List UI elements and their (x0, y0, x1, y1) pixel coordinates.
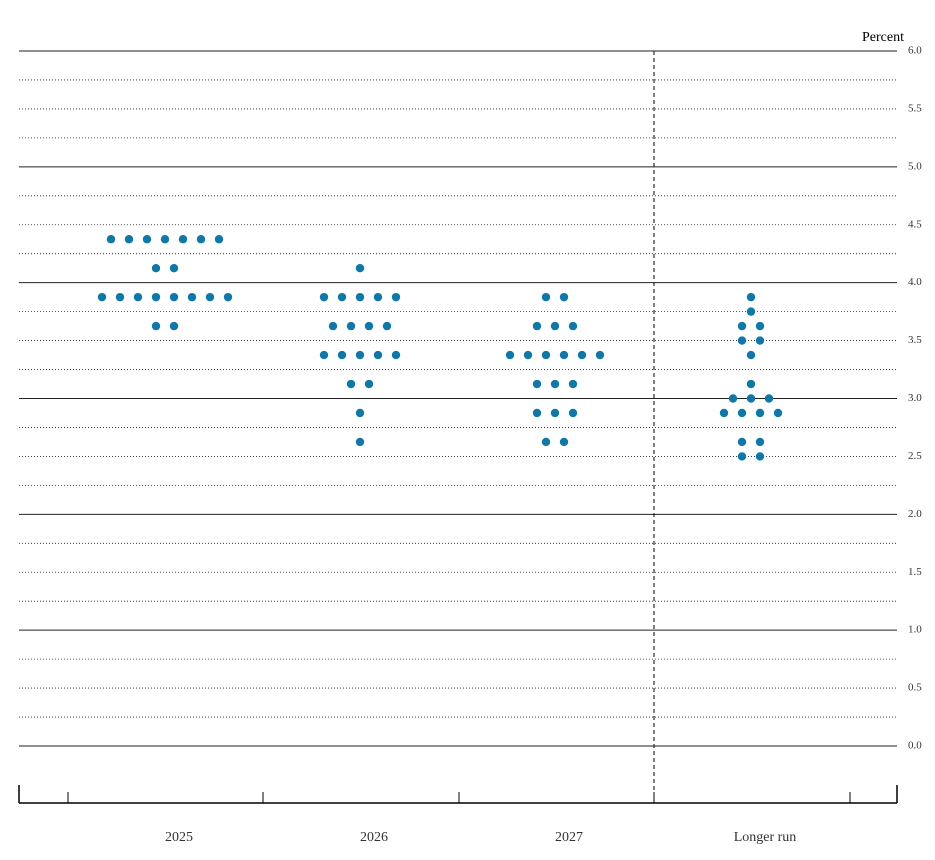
y-tick-label: 1.0 (908, 624, 922, 636)
dot (737, 437, 747, 447)
dot (346, 379, 356, 389)
dot (559, 350, 569, 360)
dot (755, 452, 765, 461)
dot (328, 321, 338, 331)
dot (169, 292, 179, 302)
dot (151, 263, 161, 273)
y-axis-label: Percent (862, 30, 904, 45)
y-tick-label: 0.5 (908, 682, 922, 694)
dot (355, 350, 365, 360)
dot (169, 263, 179, 273)
y-tick-label: 2.5 (908, 450, 922, 462)
dot (205, 292, 215, 302)
dot (595, 350, 605, 360)
dot (97, 292, 107, 302)
dot (568, 408, 578, 418)
dot (355, 408, 365, 418)
y-tick-label: 5.0 (908, 160, 922, 172)
dot (355, 292, 365, 302)
dot (142, 235, 152, 244)
dot (364, 321, 374, 331)
dot (391, 292, 401, 302)
y-tick-label: 4.5 (908, 218, 922, 230)
dot (541, 292, 551, 302)
dot (550, 379, 560, 389)
dot (764, 394, 774, 403)
dot (737, 452, 747, 461)
dot (319, 350, 329, 360)
dot (532, 321, 542, 331)
dot (178, 235, 188, 244)
dot (746, 350, 756, 360)
dot (550, 408, 560, 418)
y-tick-label: 6.0 (908, 45, 922, 57)
dot (559, 437, 569, 447)
dot (755, 336, 765, 345)
dot (355, 437, 365, 447)
dot (382, 321, 392, 331)
dot (373, 292, 383, 302)
dot (505, 350, 515, 360)
dot (391, 350, 401, 360)
dot (523, 350, 533, 360)
dot (337, 292, 347, 302)
y-tick-label: 3.5 (908, 334, 922, 346)
dot (532, 379, 542, 389)
dot (755, 408, 765, 418)
dot (577, 350, 587, 360)
dot (737, 321, 747, 331)
x-tick-label: 2027 (555, 830, 583, 845)
y-tick-label: 5.5 (908, 102, 922, 114)
x-tick-label: Longer run (734, 830, 797, 845)
dot (550, 321, 560, 331)
dot (541, 437, 551, 447)
dot (346, 321, 356, 331)
dot (151, 292, 161, 302)
dot (355, 263, 365, 273)
dot (196, 235, 206, 244)
dot (568, 321, 578, 331)
dot (151, 321, 161, 331)
dot (223, 292, 233, 302)
dot (737, 408, 747, 418)
dot (214, 235, 224, 244)
y-tick-label: 1.5 (908, 566, 922, 578)
dot (106, 235, 116, 244)
dot (133, 292, 143, 302)
dot (169, 321, 179, 331)
dot (746, 307, 756, 316)
dot (319, 292, 329, 302)
dot (337, 350, 347, 360)
x-tick-label: 2025 (165, 830, 193, 845)
dot (364, 379, 374, 389)
dot (115, 292, 125, 302)
y-tick-label: 3.0 (908, 392, 922, 404)
dot (719, 408, 729, 418)
dot (568, 379, 578, 389)
dot (373, 350, 383, 360)
dot (773, 408, 783, 418)
y-tick-label: 4.0 (908, 276, 922, 288)
y-tick-label: 0.0 (908, 740, 922, 752)
y-tick-label: 2.0 (908, 508, 922, 520)
dot (187, 292, 197, 302)
x-tick-label: 2026 (360, 830, 388, 845)
dot (755, 437, 765, 447)
dot (746, 379, 756, 389)
dot (755, 321, 765, 331)
dot (728, 394, 738, 403)
dot (160, 235, 170, 244)
dot (746, 292, 756, 302)
dot (746, 394, 756, 403)
dot (532, 408, 542, 418)
dot (737, 336, 747, 345)
dot (124, 235, 134, 244)
dot (559, 292, 569, 302)
dot (541, 350, 551, 360)
